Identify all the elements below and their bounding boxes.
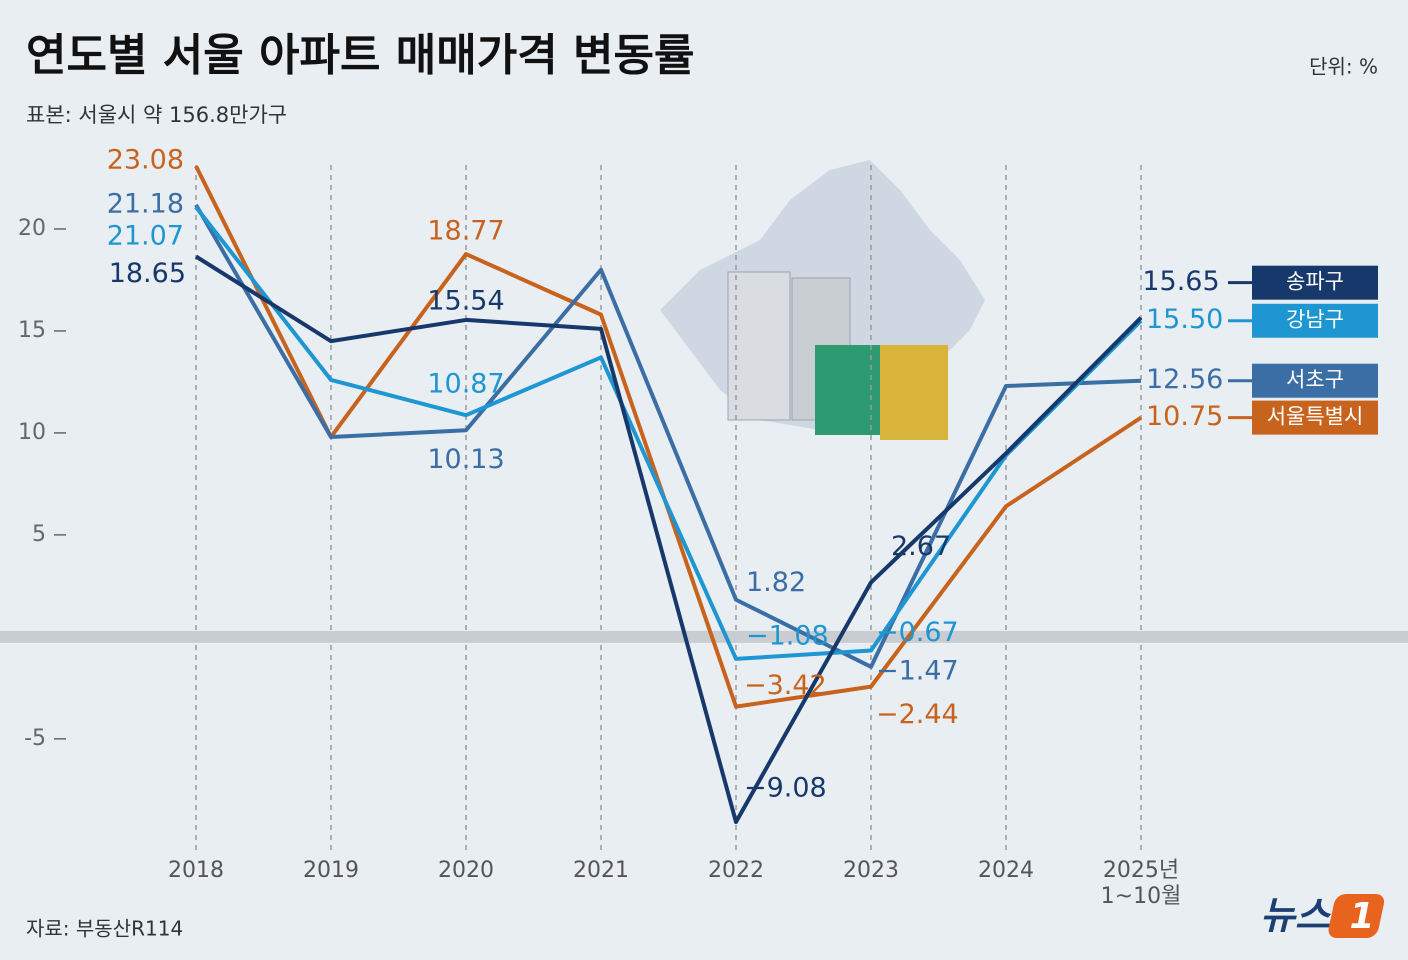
data-label: 10.75 bbox=[1146, 401, 1223, 432]
y-tick-label: 20 bbox=[18, 216, 46, 241]
building bbox=[727, 271, 791, 421]
money bbox=[815, 345, 885, 435]
data-label: 15.65 bbox=[1142, 266, 1219, 297]
data-label: 23.08 bbox=[107, 145, 184, 176]
zero-line bbox=[0, 630, 1408, 643]
legend-box bbox=[1252, 400, 1378, 435]
data-label: 1.82 bbox=[746, 567, 806, 598]
series-line bbox=[194, 205, 1143, 661]
y-tick-label: 10 bbox=[18, 420, 46, 445]
coins bbox=[880, 345, 948, 440]
y-tick-label: 15 bbox=[18, 318, 46, 343]
data-label: 10.87 bbox=[427, 369, 504, 400]
data-label: 18.77 bbox=[427, 216, 504, 247]
data-label: 2.67 bbox=[891, 531, 951, 562]
legend-box bbox=[1252, 303, 1378, 338]
subtitle: 표본: 서울시 약 156.8만가구 bbox=[26, 103, 287, 127]
data-label: 21.07 bbox=[107, 221, 184, 252]
legend-label: 송파구 bbox=[1286, 270, 1344, 294]
x-tick-label: 2022 bbox=[708, 858, 764, 883]
unit-label: 단위: % bbox=[1309, 55, 1378, 79]
legend-label: 서초구 bbox=[1286, 368, 1344, 392]
legend-box bbox=[1252, 363, 1378, 398]
x-tick-label: 2024 bbox=[978, 858, 1034, 883]
data-label: −9.08 bbox=[744, 773, 827, 804]
y-tick-label: 5 bbox=[32, 522, 46, 547]
data-label: 15.54 bbox=[427, 285, 504, 316]
x-tick-label: 2019 bbox=[303, 858, 359, 883]
data-label: 12.56 bbox=[1146, 364, 1223, 395]
data-label: −1.47 bbox=[876, 655, 959, 686]
illustration bbox=[660, 160, 985, 440]
series-line bbox=[194, 254, 1143, 825]
data-label: 18.65 bbox=[109, 258, 186, 289]
logo-text: 뉴스 bbox=[1260, 894, 1332, 938]
x-tick-label: 2020 bbox=[438, 858, 494, 883]
data-label: 15.50 bbox=[1146, 304, 1223, 335]
x-tick-label: 2021 bbox=[573, 858, 629, 883]
source: 자료: 부동산R114 bbox=[26, 917, 183, 941]
legend-label: 서울특별시 bbox=[1267, 405, 1364, 429]
logo-badge-bg bbox=[1328, 894, 1385, 938]
logo-badge: 1 bbox=[1349, 896, 1374, 937]
data-label: −3.42 bbox=[744, 670, 827, 701]
data-label: −0.67 bbox=[876, 617, 959, 648]
data-label: 10.13 bbox=[427, 444, 504, 475]
x-tick-label: 2023 bbox=[843, 858, 899, 883]
legend-label: 강남구 bbox=[1286, 308, 1344, 332]
data-label: −1.08 bbox=[746, 620, 829, 651]
legend-box bbox=[1252, 265, 1378, 300]
chart-title: 연도별 서울 아파트 매매가격 변동률 bbox=[26, 30, 694, 81]
x-tick-label: 2025년 1~10월 bbox=[1100, 858, 1182, 909]
series-line bbox=[194, 203, 1142, 669]
data-label: 21.18 bbox=[107, 188, 184, 219]
y-tick-label: -5 bbox=[24, 726, 46, 751]
data-label: −2.44 bbox=[876, 699, 959, 730]
x-tick-label: 2018 bbox=[168, 858, 224, 883]
